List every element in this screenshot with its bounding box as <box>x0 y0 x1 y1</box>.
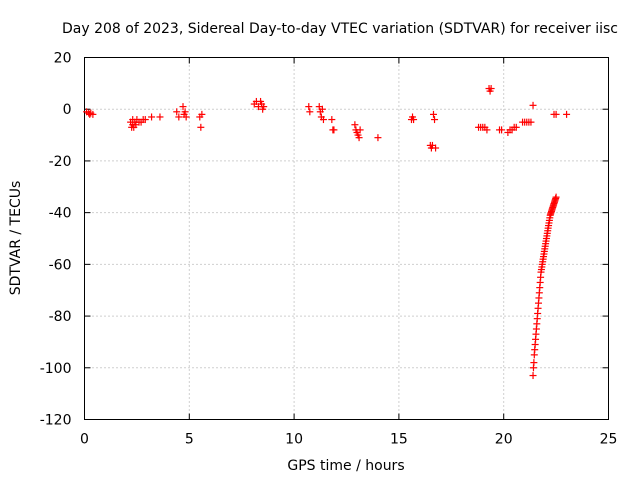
data-point <box>410 116 418 124</box>
y-axis: 20 0 -20 -40 -60 -80 -100 -120 <box>40 51 609 429</box>
data-point <box>483 126 491 134</box>
data-point <box>356 126 364 134</box>
data-point <box>529 101 537 109</box>
data-point <box>429 110 437 118</box>
data-point <box>198 110 206 118</box>
data-point <box>318 105 326 113</box>
data-point <box>563 110 571 118</box>
data-point <box>328 116 336 124</box>
data-point <box>487 85 495 93</box>
y-tick-label: -40 <box>49 206 72 222</box>
data-point <box>179 103 187 111</box>
chart-title: Day 208 of 2023, Sidereal Day-to-day VTE… <box>62 21 618 37</box>
x-tick-label: 0 <box>80 432 89 448</box>
x-tick-label: 25 <box>600 432 618 448</box>
data-point <box>319 116 327 124</box>
y-tick-label: -60 <box>49 257 72 273</box>
data-point <box>156 113 164 121</box>
data-point <box>374 134 382 142</box>
data-point <box>305 103 313 111</box>
data-point <box>306 108 314 116</box>
data-point <box>197 123 205 131</box>
data-point <box>552 110 560 118</box>
y-tick-label: 0 <box>63 102 72 118</box>
y-tick-label: -20 <box>49 154 72 170</box>
data-point <box>148 113 156 121</box>
y-tick-label: -100 <box>40 361 72 377</box>
data-point <box>498 126 506 134</box>
data-point <box>512 123 520 131</box>
y-tick-label: 20 <box>54 51 72 67</box>
y-axis-label: SDTVAR / TECUs <box>8 181 24 296</box>
data-point <box>351 121 359 129</box>
data-point <box>529 372 537 380</box>
data-point <box>141 116 149 124</box>
x-axis-label: GPS time / hours <box>287 458 404 474</box>
data-point <box>355 134 363 142</box>
x-tick-label: 10 <box>285 432 303 448</box>
data-point <box>89 110 97 118</box>
y-tick-label: -120 <box>40 413 72 429</box>
data-point <box>527 118 535 126</box>
data-point <box>552 193 560 201</box>
y-tick-label: -80 <box>49 309 72 325</box>
data-point <box>173 108 181 116</box>
x-tick-label: 5 <box>185 432 194 448</box>
data-point <box>181 108 189 116</box>
plot-frame <box>84 57 609 420</box>
x-axis: 0 5 10 15 20 25 <box>80 57 618 448</box>
x-tick-label: 20 <box>495 432 513 448</box>
data-point <box>175 113 183 121</box>
data-point <box>182 113 190 121</box>
data-point <box>530 359 538 367</box>
data-point <box>431 116 439 124</box>
x-tick-label: 15 <box>390 432 408 448</box>
grid-lines <box>84 57 609 420</box>
data-point <box>260 103 268 111</box>
data-point <box>432 144 440 152</box>
data-point <box>330 126 338 134</box>
data-points <box>83 85 571 380</box>
